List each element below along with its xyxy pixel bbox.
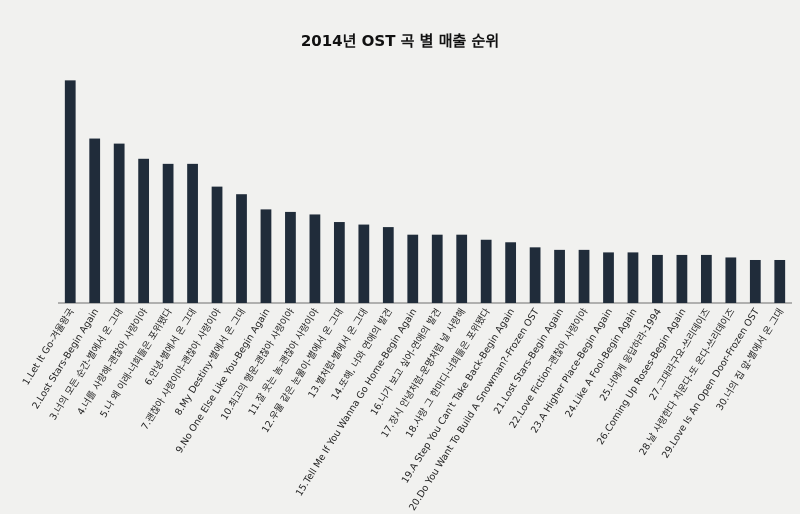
bar-11 <box>309 214 321 303</box>
bar-12 <box>333 222 345 303</box>
bar-14 <box>382 227 394 303</box>
bar-20 <box>529 247 541 303</box>
bar-5 <box>162 163 174 303</box>
bar-16 <box>431 234 443 303</box>
bar-23 <box>603 252 614 303</box>
bar-1 <box>64 80 76 303</box>
bar-6 <box>187 163 198 303</box>
bar-8 <box>236 194 247 303</box>
bar-18 <box>480 239 492 303</box>
bar-25 <box>652 254 663 303</box>
bar-26 <box>676 254 688 303</box>
bar-19 <box>505 242 517 303</box>
bar-29 <box>749 259 761 303</box>
bar-7 <box>211 186 223 303</box>
bar-9 <box>260 209 272 303</box>
bar-24 <box>627 252 639 303</box>
bar-30 <box>774 259 786 303</box>
bars-layer <box>64 80 786 303</box>
chart-title: 2014년 OST 곡 별 매출 순위 <box>301 32 499 50</box>
bar-2 <box>89 138 101 303</box>
bar-10 <box>285 211 296 303</box>
bar-4 <box>138 158 150 303</box>
bar-27 <box>700 254 712 303</box>
bar-17 <box>456 234 468 303</box>
bar-15 <box>407 234 419 303</box>
bar-13 <box>358 224 370 303</box>
bar-21 <box>554 249 565 303</box>
bar-22 <box>578 249 590 303</box>
bar-3 <box>113 143 125 303</box>
bar-28 <box>725 257 737 303</box>
